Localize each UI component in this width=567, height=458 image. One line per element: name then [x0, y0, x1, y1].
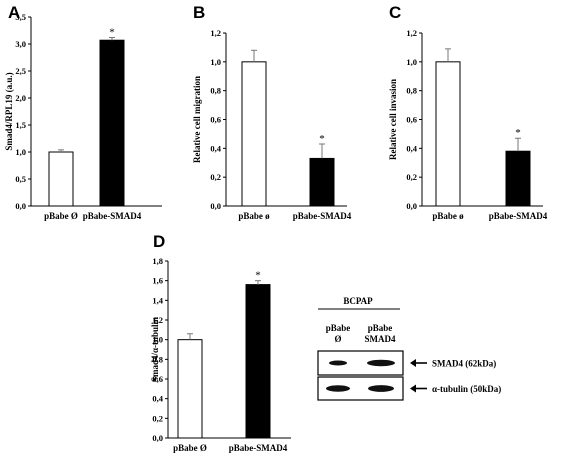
category-label: pBabe-SMAD4 [293, 211, 352, 221]
y-axis-label: Relative cell migration [192, 76, 202, 163]
y-tick-label: 3,0 [15, 39, 26, 49]
y-tick-label: 0,4 [406, 143, 417, 153]
category-label: pBabe Ø [44, 211, 78, 221]
y-tick-label: 0,2 [210, 172, 221, 182]
category-label: pBabe Ø [173, 443, 207, 453]
y-tick-label: 0,2 [406, 172, 417, 182]
y-axis-label: Smad4/α-tubulin [150, 317, 160, 382]
cell-line-label: BCPAP [343, 296, 373, 306]
significance-marker: * [109, 27, 115, 39]
y-tick-label: 1,2 [406, 28, 417, 38]
bar [177, 339, 203, 439]
protein-band [329, 360, 347, 366]
y-tick-label: 1,2 [210, 28, 221, 38]
y-tick-label: 0,0 [210, 201, 221, 211]
y-tick-label: 0,4 [210, 143, 221, 153]
significance-marker: * [319, 133, 325, 145]
y-tick-label: 1,2 [152, 315, 163, 325]
arrow-head-icon [410, 359, 416, 367]
y-tick-label: 1,6 [152, 276, 163, 286]
y-tick-label: 0,0 [406, 201, 417, 211]
bar [48, 151, 74, 207]
y-tick-label: 1,5 [15, 120, 26, 130]
y-tick-label: 1,0 [152, 335, 163, 345]
bar [241, 61, 267, 207]
lane-label: SMAD4 [365, 334, 396, 344]
y-tick-label: 0,4 [152, 394, 163, 404]
panel-letter: A [8, 3, 20, 22]
band-label: α-tubulin (50kDa) [432, 384, 501, 394]
lane-label: pBabe [326, 323, 351, 333]
lane-label: pBabe [368, 323, 393, 333]
panel-A: A 0,0 0,5 1,0 1,5 2,0 2,5 3,0 3,5 Smad4/RPL19 (a.… [4, 3, 162, 221]
y-tick-label: 1,8 [152, 256, 163, 266]
y-tick-label: 1,0 [15, 147, 26, 157]
y-tick-label: 0,8 [152, 354, 163, 364]
y-tick-label: 3,5 [15, 12, 26, 22]
panel-letter: B [193, 3, 205, 22]
y-tick-label: 1,0 [406, 57, 417, 67]
y-tick-label: 0,0 [15, 201, 26, 211]
y-tick-label: 0,8 [210, 86, 221, 96]
category-label: pBabe ø [238, 211, 270, 221]
y-tick-label: 0,0 [152, 433, 163, 443]
bar [309, 157, 335, 207]
bar [245, 284, 271, 439]
y-tick-label: 0,2 [152, 413, 163, 423]
protein-band [368, 385, 394, 392]
lane-label: Ø [334, 334, 341, 344]
protein-band [326, 385, 350, 392]
y-tick-label: 2,0 [15, 93, 26, 103]
blot-box [317, 376, 404, 401]
y-tick-label: 1,0 [210, 57, 221, 67]
panel-letter: C [389, 3, 401, 22]
y-tick-label: 0,5 [15, 174, 26, 184]
category-label: pBabe-SMAD4 [83, 211, 142, 221]
bar [505, 150, 531, 207]
category-label: pBabe ø [432, 211, 464, 221]
panel-D: D 0,0 0,2 0,4 0,6 0,8 1,0 1,2 1,4 1,6 1,8 Smad4/α-t… [150, 232, 291, 453]
y-axis-label: Smad4/RPL19 (a.u.) [4, 72, 14, 150]
y-tick-label: 0,6 [152, 374, 163, 384]
significance-marker: * [255, 270, 261, 282]
panel-B: B 0,0 0,2 0,4 0,6 0,8 1,0 1,2 Relative cell migr… [192, 3, 352, 221]
panel-letter: D [153, 232, 165, 251]
y-tick-label: 2,5 [15, 66, 26, 76]
panel-C: C 0,0 0,2 0,4 0,6 0,8 1,0 1,2 Relative cell inva… [388, 3, 548, 221]
y-tick-label: 1,4 [152, 295, 163, 305]
y-tick-label: 0,8 [406, 86, 417, 96]
y-tick-label: 0,6 [406, 115, 417, 125]
band-label: SMAD4 (62kDa) [432, 359, 496, 369]
arrow-head-icon [410, 384, 416, 393]
significance-marker: * [515, 127, 521, 139]
bar [435, 61, 461, 207]
category-label: pBabe-SMAD4 [229, 443, 288, 453]
bar [99, 39, 125, 207]
y-axis-label: Relative cell invasion [388, 79, 398, 160]
y-tick-label: 0,6 [210, 115, 221, 125]
protein-band [367, 359, 395, 367]
category-label: pBabe-SMAD4 [489, 211, 548, 221]
